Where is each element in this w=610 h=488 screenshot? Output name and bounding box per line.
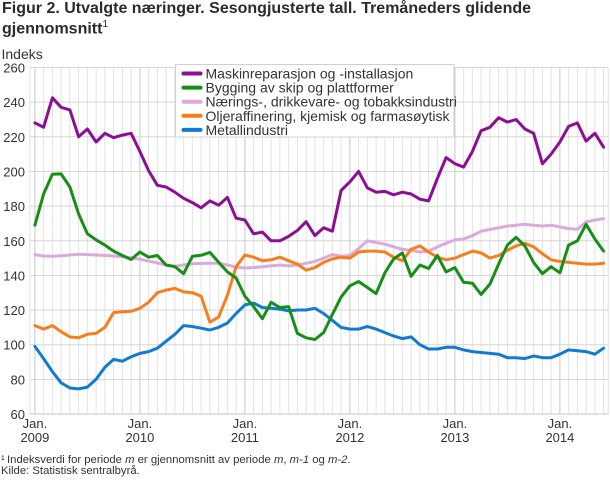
svg-text:200: 200 (3, 164, 25, 179)
svg-text:Jan.: Jan. (128, 416, 153, 431)
svg-text:Jan.: Jan. (338, 416, 363, 431)
svg-text:Nærings-, drikkevare- og tobak: Nærings-, drikkevare- og tobakksindustri (206, 94, 457, 110)
svg-text:180: 180 (3, 199, 25, 214)
svg-text:Oljeraffinering, kjemisk og fa: Oljeraffinering, kjemisk og farmasøytisk (206, 108, 451, 124)
svg-text:2013: 2013 (440, 430, 469, 445)
svg-text:80: 80 (11, 372, 25, 387)
svg-text:2012: 2012 (335, 430, 364, 445)
svg-text:Maskinreparasjon og -installas: Maskinreparasjon og -installasjon (206, 66, 414, 82)
svg-text:Jan.: Jan. (233, 416, 258, 431)
svg-text:Jan.: Jan. (443, 416, 468, 431)
svg-text:220: 220 (3, 130, 25, 145)
svg-text:2011: 2011 (231, 430, 259, 445)
svg-text:160: 160 (3, 234, 25, 249)
svg-text:Jan.: Jan. (23, 416, 48, 431)
svg-text:140: 140 (3, 268, 25, 283)
svg-text:2009: 2009 (20, 430, 49, 445)
svg-text:Jan.: Jan. (548, 416, 573, 431)
svg-text:240: 240 (3, 95, 25, 110)
svg-text:120: 120 (3, 303, 25, 318)
svg-text:100: 100 (3, 338, 25, 353)
svg-text:60: 60 (11, 407, 25, 422)
svg-text:2010: 2010 (125, 430, 154, 445)
svg-text:260: 260 (3, 61, 25, 76)
svg-text:Bygging av skip og plattformer: Bygging av skip og plattformer (206, 80, 395, 96)
svg-text:2014: 2014 (545, 430, 574, 445)
svg-text:Metallindustri: Metallindustri (206, 122, 288, 138)
